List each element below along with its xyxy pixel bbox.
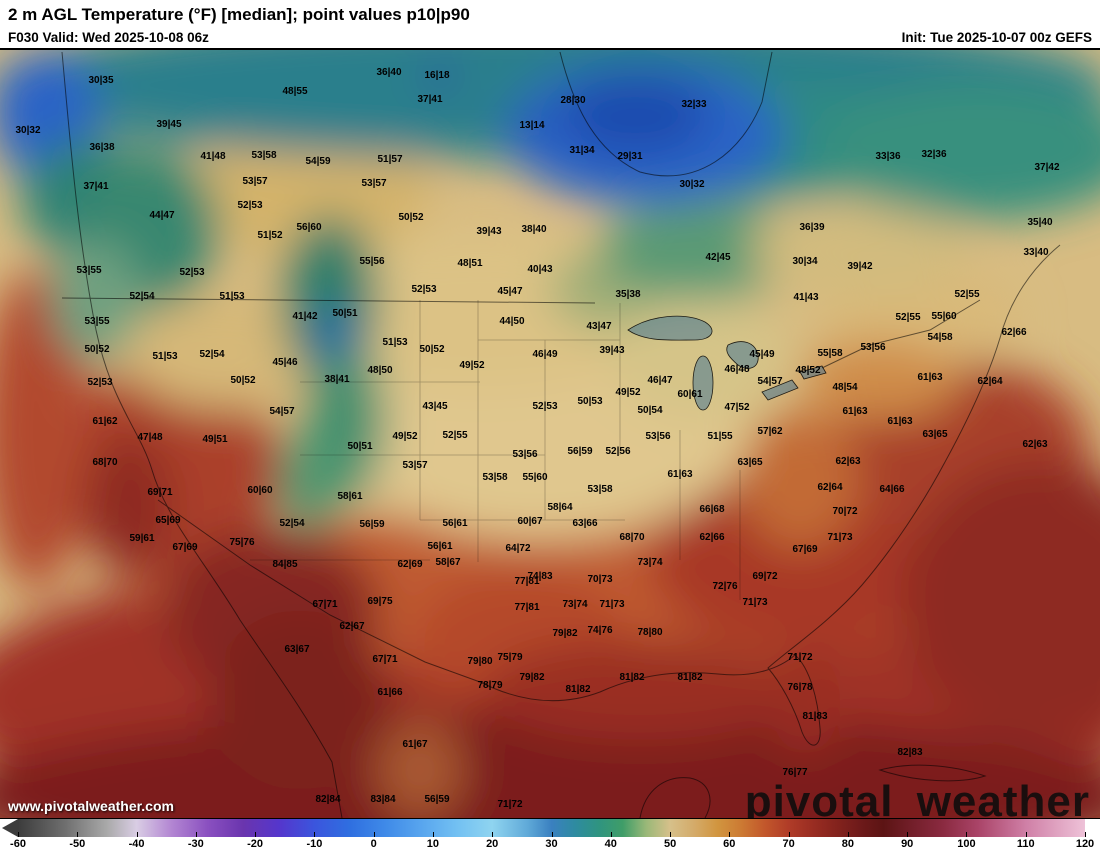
map-title: 2 m AGL Temperature (°F) [median]; point… bbox=[8, 5, 470, 24]
colorbar-tick-label: -10 bbox=[306, 838, 323, 850]
map-canvas bbox=[0, 50, 1100, 818]
colorbar-tick-mark bbox=[18, 832, 19, 837]
colorbar-gradient bbox=[18, 819, 1086, 837]
colorbar-tick-mark bbox=[1025, 832, 1027, 837]
colorbar-tick-mark bbox=[907, 832, 909, 837]
colorbar-tick-label: 70 bbox=[782, 838, 795, 850]
colorbar-tick-mark bbox=[610, 832, 612, 837]
state-borders bbox=[250, 300, 741, 600]
coastlines bbox=[61, 51, 1061, 818]
colorbar-left-arrow bbox=[2, 819, 18, 837]
temperature-shading bbox=[0, 50, 1100, 818]
website-watermark: www.pivotalweather.com bbox=[8, 798, 174, 814]
colorbar-tick-mark bbox=[788, 832, 790, 837]
temperature-field bbox=[0, 50, 1100, 818]
colorbar-tick-mark bbox=[1085, 832, 1086, 837]
colorbar-tick-label: 50 bbox=[663, 838, 677, 850]
forecast-valid-text: F030 Valid: Wed 2025-10-08 06z bbox=[8, 30, 209, 45]
colorbar-tick-label: -50 bbox=[69, 838, 86, 850]
colorbar-tick-labels: -60 -50 -40 -30 -20 -10 0 10 20 30 40 50 60 70 80 90 100… bbox=[0, 837, 1100, 851]
colorbar-tick-mark bbox=[847, 832, 849, 837]
colorbar-tick-label: 80 bbox=[841, 838, 855, 850]
colorbar-tick-mark bbox=[670, 832, 672, 837]
colorbar-tick-label: 30 bbox=[545, 838, 558, 850]
colorbar-tick-label: 0 bbox=[370, 838, 377, 850]
colorbar-tick-mark bbox=[492, 832, 494, 837]
colorbar-tick-label: 10 bbox=[426, 838, 440, 850]
colorbar-tick-mark bbox=[255, 832, 257, 837]
colorbar-tick-mark bbox=[136, 832, 138, 837]
colorbar-tick-mark bbox=[729, 832, 731, 837]
great-lakes bbox=[627, 315, 827, 411]
pivotal-weather-logo: pivotal weather bbox=[744, 777, 1090, 826]
colorbar-tick-mark bbox=[77, 832, 79, 837]
colorbar-tick-mark bbox=[195, 832, 197, 837]
colorbar-tick-label: 60 bbox=[723, 838, 736, 850]
colorbar-tick-label: -20 bbox=[247, 838, 264, 850]
header-title-bar: 2 m AGL Temperature (°F) [median]; point… bbox=[0, 0, 1100, 28]
colorbar-tick-label: 20 bbox=[486, 838, 499, 850]
colorbar-tick-mark bbox=[551, 832, 553, 837]
colorbar-tick-label: -60 bbox=[10, 838, 26, 850]
model-init-text: Init: Tue 2025-10-07 00z GEFS bbox=[901, 30, 1092, 45]
colorbar-tick-label: 100 bbox=[957, 838, 976, 850]
colorbar-tick-mark bbox=[432, 832, 434, 837]
colorbar-tick-label: 40 bbox=[604, 838, 617, 850]
colorbar-tick-mark bbox=[966, 832, 968, 837]
header-info-bar: F030 Valid: Wed 2025-10-08 06z Init: Tue… bbox=[0, 28, 1100, 50]
colorbar-tick-mark bbox=[314, 832, 316, 837]
colorbar-tick-label: 90 bbox=[901, 838, 914, 850]
colorbar: -60 -50 -40 -30 -20 -10 0 10 20 30 40 50 60 70 80 90 100… bbox=[0, 818, 1100, 851]
colorbar-tick-mark bbox=[373, 832, 375, 837]
colorbar-tick-label: 120 bbox=[1075, 838, 1095, 850]
colorbar-tick-label: 110 bbox=[1016, 838, 1035, 850]
colorbar-tick-label: -30 bbox=[187, 838, 204, 850]
colorbar-tick-label: -40 bbox=[128, 838, 145, 850]
